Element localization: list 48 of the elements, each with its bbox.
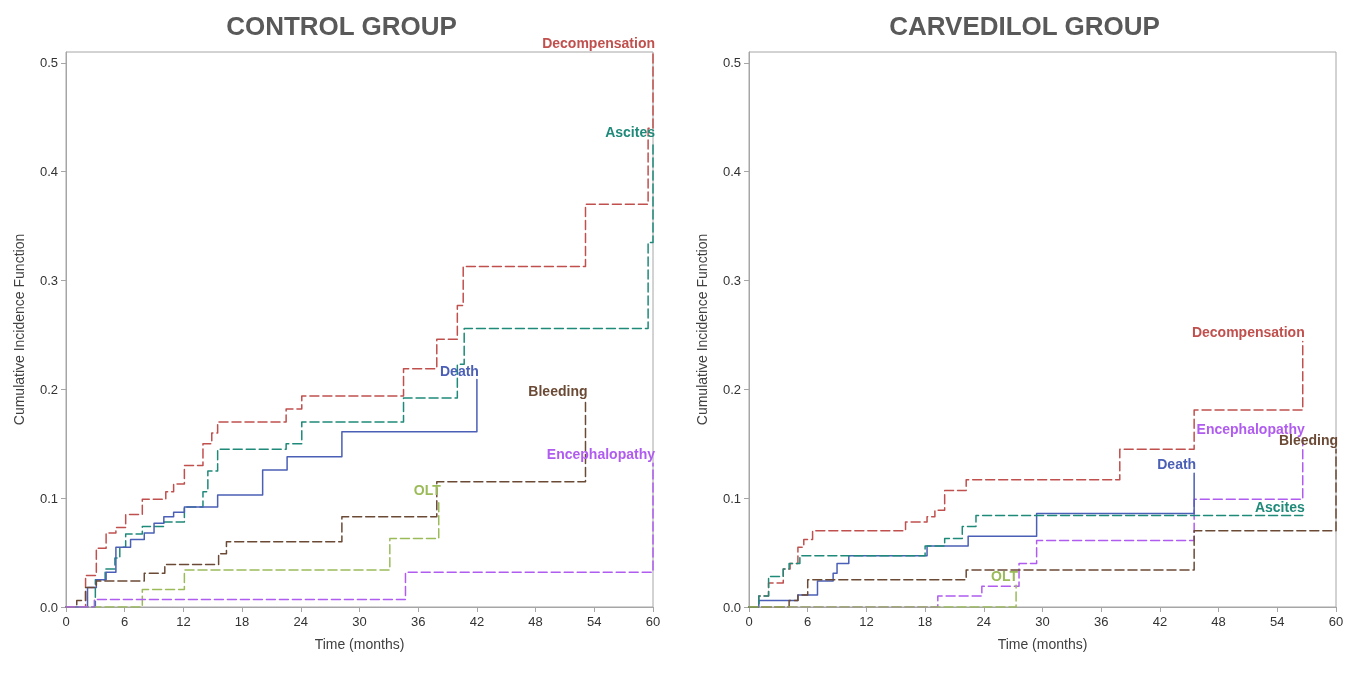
- y-tick-label: 0.2: [39, 381, 58, 397]
- x-tick-label: 60: [1328, 614, 1344, 629]
- y-axis-title: Cumulative Incidence Function: [11, 233, 27, 426]
- series-label: Ascites: [605, 124, 656, 141]
- x-tick-label: 42: [469, 614, 485, 629]
- x-tick-label: 24: [293, 614, 309, 629]
- x-tick-label: 6: [121, 614, 129, 629]
- y-tick-label: 0.5: [722, 55, 741, 71]
- y-tick-label: 0.0: [39, 599, 58, 615]
- x-tick-label: 24: [976, 614, 992, 629]
- x-tick-label: 30: [1035, 614, 1050, 629]
- y-tick-label: 0.3: [39, 273, 58, 289]
- y-tick-label: 0.1: [39, 490, 58, 506]
- y-tick-label: 0.1: [722, 490, 741, 506]
- series-label: Decompensation: [1191, 324, 1305, 341]
- x-tick-label: 48: [1211, 614, 1226, 629]
- x-tick-label: 42: [1152, 614, 1168, 629]
- y-tick-label: 0.5: [39, 55, 58, 71]
- x-tick-label: 60: [645, 614, 661, 629]
- x-tick-label: 18: [234, 614, 250, 629]
- series-label: Death: [1157, 456, 1197, 473]
- series-label: Encephalopathy: [546, 446, 656, 463]
- x-axis-title: Time (months): [997, 636, 1088, 652]
- x-tick-label: 36: [1093, 614, 1109, 629]
- x-tick-label: 12: [176, 614, 191, 629]
- series-label: Decompensation: [542, 35, 655, 51]
- y-tick-label: 0.4: [39, 164, 58, 180]
- series-label: Ascites: [1254, 498, 1305, 515]
- y-tick-label: 0.3: [722, 273, 741, 289]
- y-axis-title: Cumulative Incidence Function: [694, 233, 710, 426]
- x-tick-label: 0: [745, 614, 753, 629]
- x-tick-label: 18: [917, 614, 933, 629]
- x-tick-label: 48: [528, 614, 543, 629]
- chart-title: CONTROL GROUP: [226, 11, 457, 41]
- x-axis-title: Time (months): [314, 636, 405, 652]
- x-tick-label: 0: [62, 614, 70, 629]
- x-tick-label: 54: [1270, 614, 1285, 629]
- x-tick-label: 12: [859, 614, 874, 629]
- series-label: OLT: [991, 568, 1019, 585]
- x-tick-label: 36: [410, 614, 426, 629]
- y-tick-label: 0.4: [722, 164, 741, 180]
- x-tick-label: 6: [804, 614, 812, 629]
- x-tick-label: 30: [352, 614, 367, 629]
- y-tick-label: 0.2: [722, 381, 741, 397]
- x-tick-label: 54: [587, 614, 602, 629]
- series-label: Bleeding: [528, 383, 588, 400]
- y-tick-label: 0.0: [722, 599, 741, 615]
- chart-title: CARVEDILOL GROUP: [889, 11, 1160, 41]
